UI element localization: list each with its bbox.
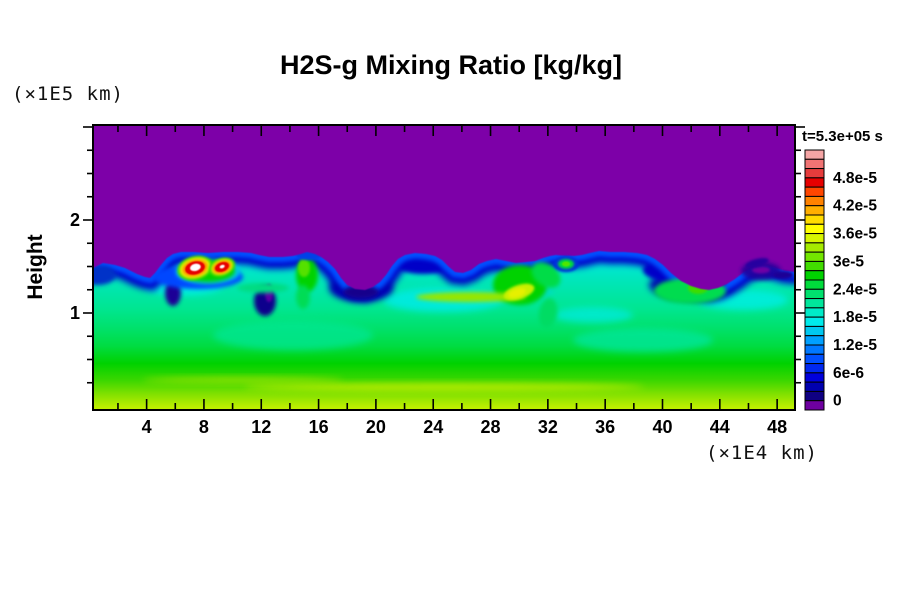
colorbar-segment bbox=[804, 242, 825, 253]
colorbar-segment bbox=[804, 307, 825, 318]
colorbar-time-label: t=5.3e+05 s bbox=[802, 128, 883, 145]
colorbar-segment bbox=[804, 270, 825, 281]
colorbar-segment bbox=[804, 344, 825, 355]
colorbar-segment bbox=[804, 177, 825, 188]
colorbar-segment bbox=[804, 223, 825, 235]
colorbar-segment bbox=[804, 214, 825, 225]
colorbar-tick-label: 6e-6 bbox=[833, 365, 864, 382]
y-tick-label: 1 bbox=[70, 303, 80, 323]
colorbar-segment bbox=[804, 325, 825, 337]
y-axis-title: Height bbox=[24, 234, 47, 299]
hot-plume-core-2 bbox=[208, 257, 236, 277]
colorbar-segment bbox=[804, 279, 825, 290]
detached-green-blob bbox=[553, 256, 579, 272]
colorbar-segment bbox=[804, 205, 825, 216]
colorbar-segment bbox=[804, 186, 825, 197]
yellow-core-plume bbox=[416, 262, 561, 328]
colorbar-segment bbox=[804, 400, 825, 411]
x-tick-labels: 4 8 12 16 20 24 28 32 36 40 44 48 bbox=[142, 417, 788, 437]
plot-area bbox=[93, 125, 795, 410]
colorbar-segment bbox=[804, 372, 825, 383]
colorbar-segment bbox=[804, 298, 825, 309]
colorbar-tick-label: 1.2e-5 bbox=[833, 337, 877, 354]
x-tick-label: 24 bbox=[423, 417, 443, 437]
colorbar-tick-label: 4.8e-5 bbox=[833, 170, 877, 187]
zero-field-purple bbox=[93, 125, 795, 290]
x-tick-label: 4 bbox=[142, 417, 152, 437]
x-tick-label: 16 bbox=[309, 417, 329, 437]
y-axis-unit-label: (×1E5 km) bbox=[12, 83, 124, 105]
colorbar-labels: 4.8e-5 4.2e-5 3.6e-5 3e-5 2.4e-5 1.8e-5 1.2e-5… bbox=[833, 170, 877, 410]
colorbar-segment bbox=[804, 335, 825, 346]
x-tick-label: 28 bbox=[481, 417, 501, 437]
colorbar-tick-label: 2.4e-5 bbox=[833, 281, 877, 298]
plot-title: H2S-g Mixing Ratio [kg/kg] bbox=[280, 50, 622, 80]
colorbar-segment bbox=[804, 353, 825, 365]
green-updraft-curl bbox=[296, 250, 322, 309]
colorbar-segment bbox=[804, 195, 825, 207]
x-tick-label: 36 bbox=[595, 417, 615, 437]
colorbar-segment bbox=[804, 168, 825, 179]
x-axis-unit-label: (×1E4 km) bbox=[706, 442, 818, 464]
colorbar-segment bbox=[804, 381, 825, 392]
y-tick-labels: 12 bbox=[70, 210, 80, 323]
colorbar-segment bbox=[804, 233, 825, 244]
colorbar-segment bbox=[804, 149, 825, 160]
colorbar-tick-label: 4.2e-5 bbox=[833, 198, 877, 215]
navy-billow-swirl bbox=[741, 258, 793, 280]
colorbar-tick-label: 3e-5 bbox=[833, 253, 864, 270]
x-tick-label: 20 bbox=[366, 417, 386, 437]
x-tick-label: 40 bbox=[652, 417, 672, 437]
x-tick-label: 48 bbox=[767, 417, 787, 437]
colorbar-segment bbox=[804, 288, 825, 300]
colorbar bbox=[804, 149, 825, 411]
colorbar-segment bbox=[804, 390, 825, 402]
y-tick-label: 2 bbox=[70, 210, 80, 230]
x-tick-label: 12 bbox=[251, 417, 271, 437]
hot-plume-core-1 bbox=[177, 255, 213, 281]
colorbar-segment bbox=[804, 158, 825, 170]
colorbar-segment bbox=[804, 260, 825, 272]
colorbar-tick-label: 3.6e-5 bbox=[833, 226, 877, 243]
x-tick-label: 8 bbox=[199, 417, 209, 437]
plot-border bbox=[92, 124, 796, 411]
x-tick-label: 44 bbox=[710, 417, 730, 437]
axis-ticks bbox=[83, 126, 805, 409]
colorbar-tick-label: 0 bbox=[833, 393, 842, 410]
x-tick-label: 32 bbox=[538, 417, 558, 437]
colorbar-segment bbox=[804, 363, 825, 374]
colorbar-tick-label: 1.8e-5 bbox=[833, 309, 877, 326]
colorbar-segment bbox=[804, 316, 825, 327]
field-art bbox=[93, 125, 795, 410]
colorbar-segment bbox=[804, 251, 825, 262]
